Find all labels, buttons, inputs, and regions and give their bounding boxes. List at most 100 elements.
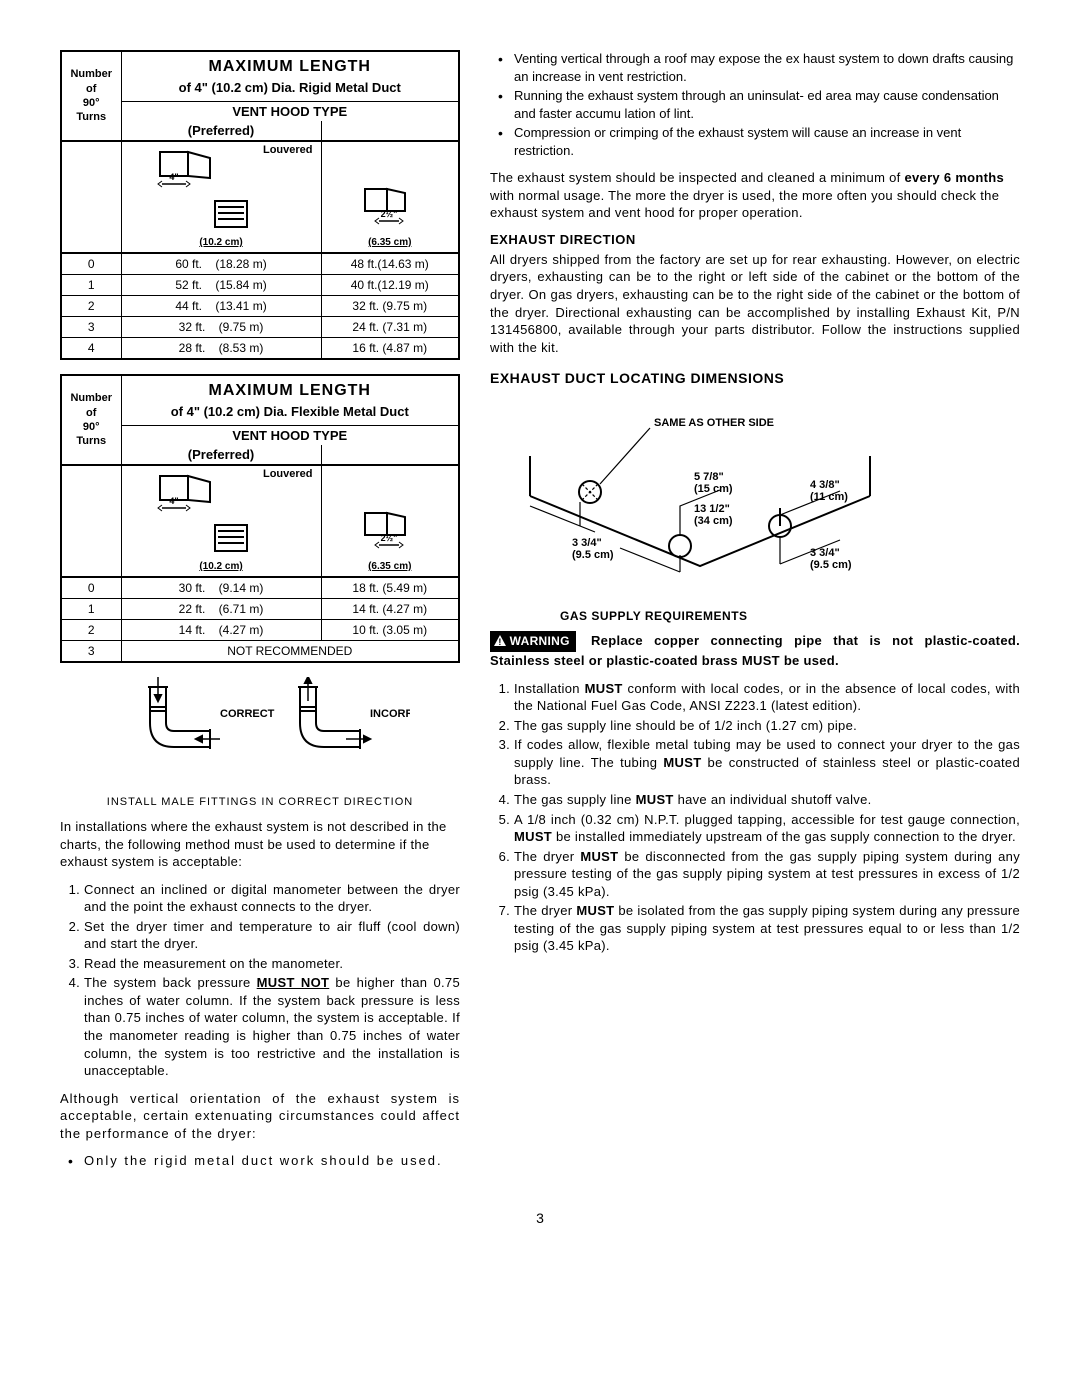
turns-n: 1 bbox=[61, 275, 121, 296]
gas-step-item: The gas supply line should be of 1/2 inc… bbox=[514, 717, 1020, 735]
louvered-label: Louvered bbox=[263, 144, 313, 156]
left-column: Number of 90° Turns MAXIMUM LENGTH of 4"… bbox=[60, 50, 460, 1180]
right-column: Venting vertical through a roof may expo… bbox=[490, 50, 1020, 1180]
length-preferred: 60 ft. (18.28 m) bbox=[121, 253, 321, 275]
rowhead-line: of bbox=[86, 83, 96, 95]
length-preferred: 52 ft. (15.84 m) bbox=[121, 275, 321, 296]
left-bullets: Only the rigid metal duct work should be… bbox=[60, 1152, 460, 1170]
warning-paragraph: ! WARNING Replace copper connecting pipe… bbox=[490, 631, 1020, 669]
gas-step-item: A 1/8 inch (0.32 cm) N.P.T. plugged tapp… bbox=[514, 811, 1020, 846]
table-title: MAXIMUM LENGTH bbox=[121, 375, 459, 402]
rowhead-line: of bbox=[86, 407, 96, 419]
table-subtitle: of 4" (10.2 cm) Dia. Rigid Metal Duct bbox=[121, 78, 459, 102]
svg-text:(11 cm): (11 cm) bbox=[810, 491, 848, 503]
length-alt: 16 ft. (4.87 m) bbox=[321, 338, 459, 360]
hood-louvered-icon bbox=[211, 197, 251, 231]
svg-text:2½": 2½" bbox=[380, 533, 397, 543]
svg-text:4 3/8": 4 3/8" bbox=[810, 479, 840, 491]
svg-text:2½": 2½" bbox=[380, 209, 397, 219]
length-alt: 24 ft. (7.31 m) bbox=[321, 317, 459, 338]
gas-step-item: The gas supply line MUST have an individ… bbox=[514, 791, 1020, 809]
warning-badge: ! WARNING bbox=[490, 631, 576, 652]
length-preferred: 28 ft. (8.53 m) bbox=[121, 338, 321, 360]
step-item: Read the measurement on the manometer. bbox=[84, 955, 460, 973]
page-content: Number of 90° Turns MAXIMUM LENGTH of 4"… bbox=[60, 50, 1020, 1180]
right-top-bullets: Venting vertical through a roof may expo… bbox=[490, 50, 1020, 159]
svg-text:3 3/4": 3 3/4" bbox=[572, 537, 602, 549]
turns-n: 3 bbox=[61, 641, 121, 663]
preferred-label: (Preferred) bbox=[121, 445, 321, 465]
length-preferred: 22 ft. (6.71 m) bbox=[121, 599, 321, 620]
bullet-item: Only the rigid metal duct work should be… bbox=[84, 1152, 460, 1170]
vent-hood-type: VENT HOOD TYPE bbox=[121, 102, 459, 122]
flex-duct-table: Number of 90° Turns MAXIMUM LENGTH of 4"… bbox=[60, 374, 460, 663]
duct-direction-figure: CORRECT INCORRECT INSTALL MALE FITTINGS … bbox=[60, 677, 460, 808]
dim-left: (10.2 cm) bbox=[199, 561, 242, 572]
bullet-item: Running the exhaust system through an un… bbox=[514, 87, 1020, 122]
svg-text:!: ! bbox=[498, 637, 501, 646]
length-alt: 18 ft. (5.49 m) bbox=[321, 577, 459, 599]
svg-text:3 3/4": 3 3/4" bbox=[810, 547, 840, 559]
gas-step-item: The dryer MUST be isolated from the gas … bbox=[514, 902, 1020, 955]
although-text: Although vertical orientation of the exh… bbox=[60, 1090, 460, 1143]
duct-locating-heading: EXHAUST DUCT LOCATING DIMENSIONS bbox=[490, 370, 1020, 386]
dimensions-diagram: SAME AS OTHER SIDE 5 7/8" (15 cm) 13 1/2… bbox=[510, 396, 1020, 599]
length-preferred: 32 ft. (9.75 m) bbox=[121, 317, 321, 338]
step-item: The system back pressure MUST NOT be hig… bbox=[84, 974, 460, 1079]
turns-n: 3 bbox=[61, 317, 121, 338]
gas-step-item: The dryer MUST be disconnected from the … bbox=[514, 848, 1020, 901]
step-item: Set the dryer timer and temperature to a… bbox=[84, 918, 460, 953]
svg-text:(9.5 cm): (9.5 cm) bbox=[572, 549, 614, 561]
length-alt: 40 ft.(12.19 m) bbox=[321, 275, 459, 296]
hood-small-icon: 2½" bbox=[355, 181, 425, 231]
vent-hood-type: VENT HOOD TYPE bbox=[121, 426, 459, 446]
hood-angled-icon: 4" bbox=[154, 144, 234, 194]
gas-supply-heading: GAS SUPPLY REQUIREMENTS bbox=[560, 609, 1020, 623]
dim-right: (6.35 cm) bbox=[368, 561, 411, 572]
not-recommended: NOT RECOMMENDED bbox=[121, 641, 459, 663]
dim-left: (10.2 cm) bbox=[199, 237, 242, 248]
dim-right: (6.35 cm) bbox=[368, 237, 411, 248]
svg-text:13 1/2": 13 1/2" bbox=[694, 503, 730, 515]
inspect-paragraph: The exhaust system should be inspected a… bbox=[490, 169, 1020, 222]
rowhead-line: 90° bbox=[83, 421, 100, 433]
table-title: MAXIMUM LENGTH bbox=[121, 51, 459, 78]
rowhead-line: Turns bbox=[76, 111, 106, 123]
page-number: 3 bbox=[60, 1210, 1020, 1226]
preferred-label: (Preferred) bbox=[121, 121, 321, 141]
bullet-item: Venting vertical through a roof may expo… bbox=[514, 50, 1020, 85]
gas-step-item: Installation MUST conform with local cod… bbox=[514, 680, 1020, 715]
svg-text:(9.5 cm): (9.5 cm) bbox=[810, 559, 852, 571]
turns-n: 1 bbox=[61, 599, 121, 620]
turns-n: 0 bbox=[61, 577, 121, 599]
svg-text:SAME AS OTHER SIDE: SAME AS OTHER SIDE bbox=[654, 417, 774, 429]
gas-supply-steps: Installation MUST conform with local cod… bbox=[490, 680, 1020, 955]
hood-louvered-icon bbox=[211, 521, 251, 555]
warning-icon: ! bbox=[494, 634, 506, 650]
step-item: Connect an inclined or digital manometer… bbox=[84, 881, 460, 916]
rigid-duct-table: Number of 90° Turns MAXIMUM LENGTH of 4"… bbox=[60, 50, 460, 360]
turns-n: 2 bbox=[61, 296, 121, 317]
svg-text:INCORRECT: INCORRECT bbox=[370, 708, 410, 720]
rowhead-line: Turns bbox=[76, 435, 106, 447]
svg-text:4": 4" bbox=[170, 496, 179, 506]
length-alt: 14 ft. (4.27 m) bbox=[321, 599, 459, 620]
louvered-label: Louvered bbox=[263, 468, 313, 480]
svg-text:4": 4" bbox=[170, 172, 179, 182]
turns-n: 4 bbox=[61, 338, 121, 360]
svg-text:(15 cm): (15 cm) bbox=[694, 483, 733, 495]
turns-n: 2 bbox=[61, 620, 121, 641]
rowhead-line: Number bbox=[70, 392, 112, 404]
svg-text:5 7/8": 5 7/8" bbox=[694, 471, 724, 483]
length-alt: 10 ft. (3.05 m) bbox=[321, 620, 459, 641]
duct-fig-caption: INSTALL MALE FITTINGS IN CORRECT DIRECTI… bbox=[60, 796, 460, 808]
warning-label: WARNING bbox=[510, 634, 570, 648]
exhaust-direction-heading: EXHAUST DIRECTION bbox=[490, 232, 1020, 247]
rowhead-line: Number bbox=[70, 68, 112, 80]
intro-text: In installations where the exhaust syste… bbox=[60, 818, 460, 871]
length-preferred: 14 ft. (4.27 m) bbox=[121, 620, 321, 641]
rowhead-line: 90° bbox=[83, 97, 100, 109]
hood-small-icon: 2½" bbox=[355, 505, 425, 555]
length-preferred: 30 ft. (9.14 m) bbox=[121, 577, 321, 599]
table-subtitle: of 4" (10.2 cm) Dia. Flexible Metal Duct bbox=[121, 402, 459, 426]
